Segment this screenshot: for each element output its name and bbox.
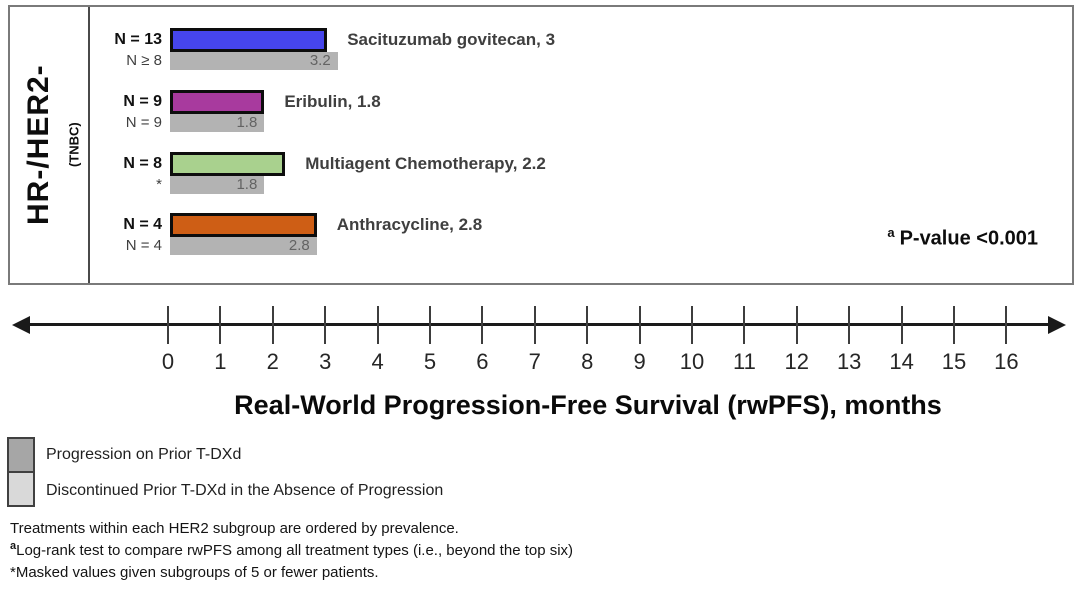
prior-tdxd-bar: 1.8 — [170, 176, 265, 194]
axis-tick — [953, 306, 955, 344]
axis-tick-label: 12 — [784, 349, 810, 374]
treatment-bar — [170, 28, 328, 52]
axis-tick-label: 13 — [836, 349, 862, 374]
n-labels: N = 8 * — [20, 152, 162, 194]
footnote-superscript: a — [10, 540, 17, 552]
n-count-treatment: N = 4 — [123, 216, 162, 233]
axis-tick-label: 5 — [423, 349, 437, 374]
axis-tick-label: 14 — [889, 349, 914, 374]
n-labels: N = 13 N ≥ 8 — [20, 28, 162, 70]
axis-tick — [429, 306, 431, 344]
axis-tick — [848, 306, 851, 344]
treatment-label: Sacituzumab govitecan, 3 — [347, 30, 556, 49]
n-count-prior: * — [156, 176, 162, 193]
treatment-label: Anthracycline, 2.8 — [336, 215, 483, 234]
footnote-text: Treatments within each HER2 subgroup are… — [10, 520, 459, 537]
axis-tick — [743, 306, 746, 344]
n-count-treatment: N = 8 — [123, 155, 162, 172]
axis-tick-label: 2 — [266, 349, 279, 374]
axis-tick-label: 11 — [732, 349, 756, 374]
axis-tick-label: 7 — [528, 349, 541, 374]
footnote-text: *Masked values given subgroups of 5 or f… — [10, 564, 379, 581]
axis-tick-label: 0 — [161, 349, 175, 374]
axis-tick — [691, 306, 693, 344]
treatment-label: Eribulin, 1.8 — [284, 92, 381, 111]
axis-tick — [900, 306, 903, 344]
prior-bar-value: 3.2 — [309, 52, 331, 69]
axis-tick-label: 15 — [941, 349, 967, 374]
chart-box: HR-/HER2- (TNBC) N = 13 N ≥ 8 3.2 Sacitu… — [8, 5, 1074, 285]
legend-label-progression: Progression on Prior T-DXd — [46, 446, 242, 463]
legend-swatch-discontinued — [7, 471, 35, 507]
n-count-treatment: N = 13 — [114, 31, 162, 48]
footnote-masked: *Masked values given subgroups of 5 or f… — [10, 562, 379, 581]
axis-tick — [638, 306, 641, 344]
x-axis-title: Real-World Progression-Free Survival (rw… — [234, 390, 942, 420]
axis-tick — [324, 306, 327, 344]
prior-tdxd-bar: 2.8 — [170, 237, 317, 255]
axis-tick-label: 4 — [371, 349, 384, 374]
pvalue-annotation: a P-value <0.001 — [887, 225, 1038, 251]
axis-tick — [533, 306, 536, 344]
axis-tick — [219, 306, 222, 344]
legend-swatch-progression — [7, 437, 35, 473]
footnote-prevalence: Treatments within each HER2 subgroup are… — [10, 518, 459, 537]
prior-bar-value: 2.8 — [288, 237, 310, 254]
axis-tick — [1005, 306, 1008, 344]
n-labels: N = 9 N = 9 — [20, 90, 162, 132]
treatment-bar — [170, 152, 286, 176]
subgroup-strip: HR-/HER2- (TNBC) — [10, 7, 90, 283]
prior-tdxd-bar: 1.8 — [170, 114, 265, 132]
treatment-bar — [170, 213, 317, 237]
prior-tdxd-bar: 3.2 — [170, 52, 338, 70]
axis-tick — [271, 306, 274, 344]
axis-arrow-left-icon — [12, 316, 30, 334]
n-count-prior: N = 4 — [125, 237, 162, 254]
axis-tick-label: 8 — [581, 349, 594, 374]
bar-row: N = 8 * 1.8 Multiagent Chemotherapy, 2.2 — [10, 152, 1072, 196]
axis-arrow-right-icon — [1048, 316, 1066, 334]
axis-tick — [481, 306, 484, 344]
pvalue-text: P-value <0.001 — [899, 227, 1038, 250]
footnote-text: Log-rank test to compare rwPFS among all… — [16, 542, 574, 559]
axis-tick — [376, 306, 379, 344]
axis-tick — [586, 306, 589, 344]
legend-label-discontinued: Discontinued Prior T-DXd in the Absence … — [46, 482, 444, 499]
pvalue-superscript: a — [887, 225, 895, 240]
footnote-logrank: aLog-rank test to compare rwPFS among al… — [10, 540, 573, 559]
prior-bar-value: 1.8 — [236, 176, 258, 193]
axis-tick — [167, 306, 169, 344]
bar-row: N = 13 N ≥ 8 3.2 Sacituzumab govitecan, … — [10, 28, 1072, 72]
axis-tick — [795, 306, 798, 344]
n-labels: N = 4 N = 4 — [20, 213, 162, 255]
treatment-label: Multiagent Chemotherapy, 2.2 — [305, 154, 546, 173]
x-axis-line — [26, 323, 1052, 326]
axis-tick-label: 3 — [319, 349, 332, 374]
n-count-treatment: N = 9 — [123, 93, 162, 110]
axis-tick-label: 1 — [214, 349, 227, 374]
axis-tick-label: 9 — [633, 349, 646, 374]
axis-tick-label: 16 — [994, 349, 1019, 374]
axis-tick-label: 6 — [476, 349, 489, 374]
bar-row: N = 9 N = 9 1.8 Eribulin, 1.8 — [10, 90, 1072, 134]
prior-bar-value: 1.8 — [236, 114, 258, 131]
axis-tick-label: 10 — [679, 349, 705, 374]
treatment-bar — [170, 90, 265, 114]
bar-row: N = 4 N = 4 2.8 Anthracycline, 2.8 — [10, 213, 1072, 257]
n-count-prior: N = 9 — [125, 114, 162, 131]
n-count-prior: N ≥ 8 — [126, 52, 162, 69]
